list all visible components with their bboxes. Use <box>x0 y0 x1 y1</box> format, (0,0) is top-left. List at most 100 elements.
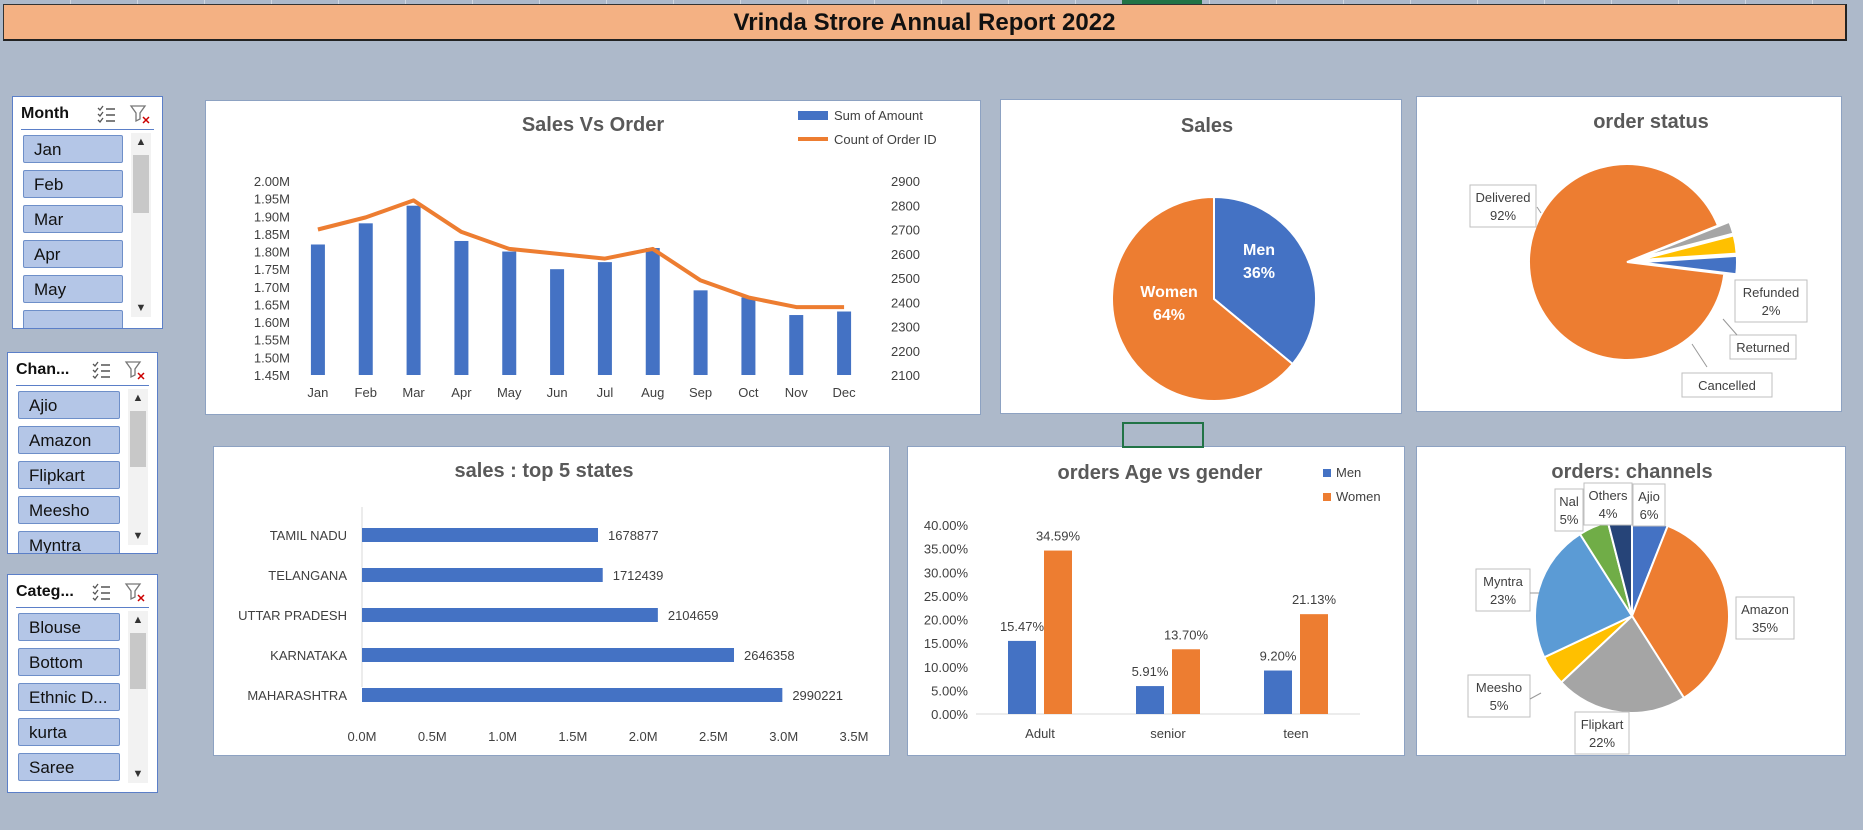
multi-select-icon[interactable] <box>90 359 112 381</box>
category-label: KARNATAKA <box>270 648 347 663</box>
slicer-item[interactable]: Myntra <box>18 531 120 553</box>
slicer-header: Chan... <box>16 357 149 386</box>
slicer-header: Month <box>21 101 154 130</box>
slicer-item[interactable]: Meesho <box>18 496 120 524</box>
y-tick-label: 5.00% <box>931 683 968 698</box>
bar <box>358 223 373 375</box>
chart-sales-gender[interactable]: Sales Men 36% Women 64% <box>1000 99 1402 414</box>
slicer-category[interactable]: Categ... Blouse Bottom Ethnic D... kurta… <box>7 574 158 793</box>
y-tick-label: 10.00% <box>924 660 969 675</box>
slicer-item[interactable]: kurta <box>18 718 120 746</box>
scroll-thumb[interactable] <box>133 155 149 213</box>
chart-order-status[interactable]: order status Delivered 92% Refunded 2% Return… <box>1416 96 1842 412</box>
slicer-scrollbar[interactable]: ▲ ▼ <box>128 389 148 545</box>
scroll-thumb[interactable] <box>130 411 146 467</box>
bar <box>1044 550 1072 714</box>
bar <box>310 244 325 375</box>
data-label: 9.20% <box>1260 649 1297 664</box>
y-tick-label: 0.00% <box>931 707 968 722</box>
chart-age-gender[interactable]: orders Age vs gender 40.00% 35.00% 30.00% 25… <box>907 446 1405 756</box>
slicer-item[interactable]: Flipkart <box>18 461 120 489</box>
slicer-scrollbar[interactable]: ▲ ▼ <box>131 133 151 317</box>
chart-canvas: orders Age vs gender 40.00% 35.00% 30.00% 25… <box>924 462 1381 741</box>
slicer-item[interactable]: Saree <box>18 753 120 781</box>
slicer-item[interactable]: Jan <box>23 135 123 163</box>
slicer-channel[interactable]: Chan... Ajio Amazon Flipkart Meesho Mynt… <box>7 352 158 554</box>
scroll-down-icon[interactable]: ▼ <box>135 302 147 314</box>
slicer-item[interactable]: Bottom <box>18 648 120 676</box>
slicer-item[interactable]: Feb <box>23 170 123 198</box>
callout-box <box>1735 596 1795 640</box>
data-label: 22% <box>1589 735 1615 750</box>
bar <box>1172 649 1200 714</box>
chart-top-states[interactable]: sales : top 5 states TAMIL NADU 1678877 TEL… <box>213 446 890 756</box>
bar <box>693 290 708 375</box>
x-tick-label: 2.5M <box>699 729 728 744</box>
y-tick-label: 40.00% <box>924 518 969 533</box>
data-label: 5% <box>1560 512 1579 527</box>
y-tick-label: 15.00% <box>924 636 969 651</box>
multi-select-icon[interactable] <box>90 581 112 603</box>
pie-slice <box>1630 524 1730 700</box>
scroll-down-icon[interactable]: ▼ <box>132 768 144 780</box>
multi-select-icon[interactable] <box>95 103 117 125</box>
scroll-up-icon[interactable]: ▲ <box>132 614 144 626</box>
slicer-item[interactable]: Amazon <box>18 426 120 454</box>
y-tick-label: 1.85M <box>254 227 290 242</box>
y-tick-label: 1.95M <box>254 192 290 207</box>
x-tick-label: Jan <box>307 385 328 400</box>
chart-sales-vs-order[interactable]: Sales Vs Order 2.00M 1.95M 1.90M 1.85M 1.80M 1… <box>205 100 981 415</box>
data-label: 15.47% <box>1000 619 1045 634</box>
bar <box>362 648 735 662</box>
slicer-item[interactable]: May <box>23 275 123 303</box>
selected-cell[interactable] <box>1122 422 1204 448</box>
data-label: Refunded <box>1743 285 1799 300</box>
y-tick-label: 1.70M <box>254 280 290 295</box>
slicer-item[interactable]: Ajio <box>18 391 120 419</box>
clear-filter-icon[interactable] <box>124 581 146 603</box>
data-label: 64% <box>1153 307 1185 324</box>
slicer-item[interactable]: Ethnic D... <box>18 683 120 711</box>
scroll-up-icon[interactable]: ▲ <box>132 392 144 404</box>
data-label: 1712439 <box>613 568 664 583</box>
leader-line <box>1722 318 1738 336</box>
bar <box>1136 686 1164 714</box>
clear-filter-icon[interactable] <box>129 103 151 125</box>
slicer-month[interactable]: Month Jan Feb Mar Apr May ▲ ▼ <box>12 96 163 329</box>
bar <box>406 205 421 375</box>
data-label: 13.70% <box>1164 627 1209 642</box>
scroll-up-icon[interactable]: ▲ <box>135 136 147 148</box>
x-tick-label: 1.0M <box>488 729 517 744</box>
x-tick-label: Oct <box>738 385 759 400</box>
chart-channels[interactable]: orders: channels Ajio 6% Amazon 35% Flipkart 2… <box>1416 446 1846 756</box>
y-tick-label: 30.00% <box>924 565 969 580</box>
slicer-item[interactable]: Blouse <box>18 613 120 641</box>
scroll-thumb[interactable] <box>130 633 146 689</box>
slicer-item[interactable]: Apr <box>23 240 123 268</box>
scroll-down-icon[interactable]: ▼ <box>132 530 144 542</box>
data-label: Others <box>1588 488 1628 503</box>
chart-title: order status <box>1593 111 1709 133</box>
y-tick-label: 1.55M <box>254 333 290 348</box>
bar <box>741 297 756 375</box>
slicer-item-partial[interactable] <box>23 310 123 328</box>
callout-box <box>1583 482 1633 526</box>
pie-slice <box>1111 195 1295 402</box>
chart-title: orders Age vs gender <box>1058 462 1263 484</box>
y2-tick-label: 2400 <box>891 295 920 310</box>
chart-canvas: Sales Vs Order 2.00M 1.95M 1.90M 1.85M 1.80M 1… <box>254 108 937 400</box>
slicer-item[interactable]: Mar <box>23 205 123 233</box>
bar <box>645 248 660 375</box>
data-label: 2646358 <box>744 648 795 663</box>
legend-label: Sum of Amount <box>834 108 923 123</box>
clear-filter-icon[interactable] <box>124 359 146 381</box>
y-tick-label: 1.90M <box>254 209 290 224</box>
x-tick-label: 0.5M <box>418 729 447 744</box>
y-tick-label: 2.00M <box>254 174 290 189</box>
x-tick-label: 3.0M <box>769 729 798 744</box>
x-tick-label: May <box>497 385 522 400</box>
chart-title: Sales <box>1181 115 1233 137</box>
callout-box <box>1469 184 1537 228</box>
slicer-scrollbar[interactable]: ▲ ▼ <box>128 611 148 783</box>
chart-title: orders: channels <box>1551 461 1712 483</box>
